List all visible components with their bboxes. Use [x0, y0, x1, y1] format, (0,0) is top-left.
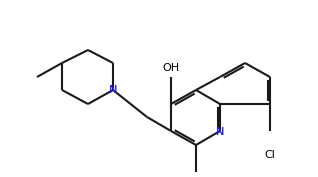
- Text: Cl: Cl: [265, 150, 275, 160]
- Text: N: N: [216, 127, 224, 137]
- Text: N: N: [216, 127, 224, 137]
- Text: N: N: [109, 85, 117, 95]
- Text: N: N: [109, 85, 117, 95]
- Circle shape: [107, 84, 119, 96]
- Text: OH: OH: [162, 63, 180, 73]
- Text: OH: OH: [162, 63, 180, 73]
- Text: Cl: Cl: [265, 150, 275, 160]
- Circle shape: [215, 125, 225, 136]
